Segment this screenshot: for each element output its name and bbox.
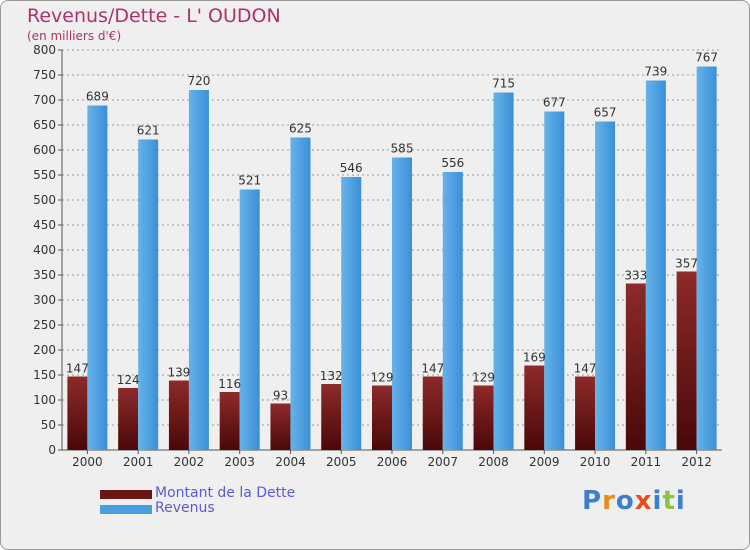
y-tick-label: 450	[33, 218, 56, 232]
bar-debt	[168, 380, 189, 450]
bar-revenue	[544, 111, 565, 450]
x-tick-label: 2005	[326, 455, 357, 469]
x-tick-label: 2004	[275, 455, 306, 469]
bar-revenue	[290, 137, 311, 450]
data-label-debt: 147	[574, 362, 597, 376]
data-label-debt: 357	[675, 257, 698, 271]
bar-debt	[372, 385, 392, 450]
bar-debt	[676, 271, 697, 450]
y-tick-label: 500	[33, 193, 56, 207]
bar-debt	[625, 283, 646, 450]
bar-revenue	[595, 121, 616, 450]
data-label-revenue: 689	[86, 90, 109, 104]
chart-subtitle: (en milliers d'€)	[27, 29, 122, 43]
bar-revenue	[442, 172, 463, 450]
x-tick-label: 2001	[123, 455, 154, 469]
y-tick-label: 600	[33, 143, 56, 157]
bar-revenue	[138, 139, 159, 450]
x-tick-label: 2011	[631, 455, 662, 469]
bar-revenue	[645, 80, 666, 450]
bar-revenue	[493, 92, 514, 450]
bar-debt	[321, 384, 342, 450]
bars-layer	[67, 66, 717, 450]
logo-letter: x	[634, 486, 653, 516]
data-label-debt: 93	[273, 389, 288, 403]
bar-revenue	[239, 189, 260, 450]
logo-letter: t	[662, 486, 676, 516]
x-tick-label: 2006	[377, 455, 408, 469]
bar-debt	[422, 376, 443, 450]
data-label-debt: 147	[66, 362, 89, 376]
bar-debt	[524, 365, 545, 450]
y-tick-label: 700	[33, 93, 56, 107]
y-tick-label: 100	[33, 393, 56, 407]
y-tick-label: 800	[33, 43, 56, 57]
bar-debt	[219, 392, 240, 450]
logo-letter: r	[602, 486, 616, 516]
bar-revenue	[87, 105, 108, 450]
y-tick-label: 400	[33, 243, 56, 257]
data-label-revenue: 621	[137, 124, 160, 138]
proxiti-logo: Proxiti	[582, 486, 686, 516]
legend-label-revenue: Revenus	[155, 500, 215, 516]
bar-revenue	[392, 157, 412, 450]
data-label-debt: 147	[421, 362, 444, 376]
y-tick-label: 350	[33, 268, 56, 282]
y-tick-label: 150	[33, 368, 56, 382]
data-label-debt: 333	[624, 269, 647, 283]
x-tick-label: 2010	[580, 455, 611, 469]
bar-revenue	[341, 177, 362, 450]
x-tick-label: 2002	[174, 455, 205, 469]
data-label-revenue: 767	[695, 51, 718, 65]
y-tick-label: 550	[33, 168, 56, 182]
data-label-revenue: 677	[543, 96, 566, 110]
data-label-debt: 124	[117, 373, 140, 387]
data-label-debt: 132	[320, 369, 343, 383]
data-label-debt: 139	[167, 366, 190, 380]
x-tick-label: 2000	[72, 455, 103, 469]
y-tick-label: 250	[33, 318, 56, 332]
data-label-revenue: 739	[644, 65, 667, 79]
data-label-debt: 116	[218, 377, 241, 391]
bar-revenue	[188, 90, 209, 450]
x-tick-label: 2009	[529, 455, 560, 469]
data-label-revenue: 546	[340, 161, 363, 175]
legend-swatch-debt	[100, 490, 152, 499]
data-label-debt: 129	[371, 371, 394, 385]
legend-swatch-revenue	[100, 505, 152, 514]
logo-letter: i	[652, 486, 663, 516]
y-tick-label: 50	[41, 418, 56, 432]
data-label-revenue: 625	[289, 122, 312, 136]
data-label-revenue: 585	[391, 142, 414, 156]
data-label-revenue: 720	[187, 74, 210, 88]
y-tick-label: 300	[33, 293, 56, 307]
logo-letter: P	[582, 486, 603, 516]
x-tick-label: 2008	[478, 455, 509, 469]
y-tick-label: 200	[33, 343, 56, 357]
logo-letter: i	[675, 486, 686, 516]
data-label-debt: 129	[472, 371, 495, 385]
bar-debt	[575, 376, 596, 450]
data-label-revenue: 521	[238, 174, 261, 188]
chart-title: Revenus/Dette - L' OUDON	[27, 5, 281, 27]
x-tick-label: 2003	[224, 455, 255, 469]
labels-layer: 2000 147 689 2001 124 621 2002 139 720 2003 116 521…	[66, 51, 718, 470]
legend-label-debt: Montant de la Dette	[155, 485, 296, 501]
data-label-revenue: 657	[594, 106, 617, 120]
data-label-revenue: 556	[441, 156, 464, 170]
data-label-revenue: 715	[492, 77, 515, 91]
logo-letter: o	[615, 486, 635, 516]
bar-debt	[67, 376, 88, 450]
data-label-debt: 169	[523, 351, 546, 365]
bar-debt	[118, 388, 139, 450]
y-tick-label: 750	[33, 68, 56, 82]
y-tick-label: 0	[48, 443, 56, 457]
y-tick-label: 650	[33, 118, 56, 132]
x-tick-label: 2007	[427, 455, 458, 469]
bar-debt	[270, 403, 291, 450]
x-tick-label: 2012	[681, 455, 712, 469]
bar-revenue	[696, 66, 717, 450]
bar-debt	[473, 385, 494, 450]
